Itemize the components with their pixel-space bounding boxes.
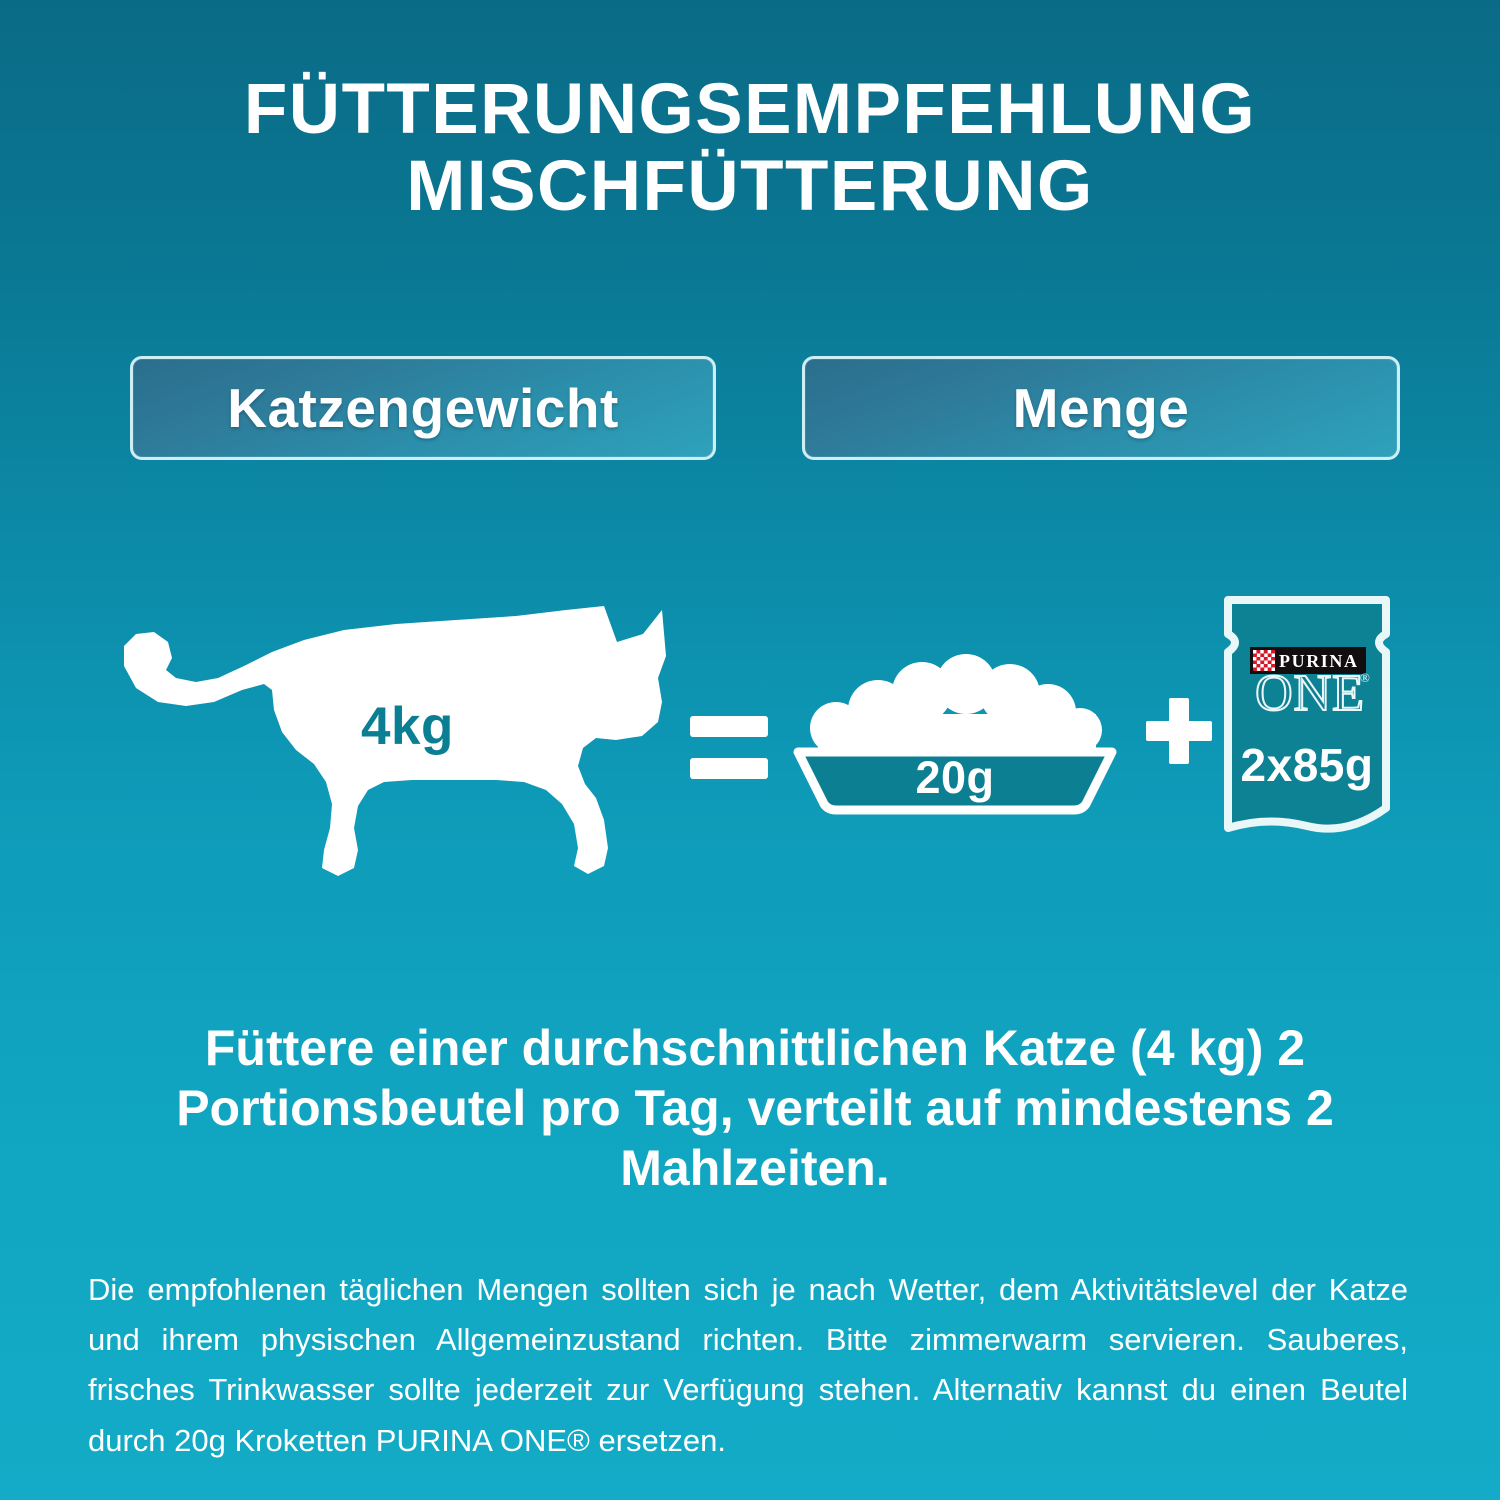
one-wordmark: ONE (1254, 665, 1365, 722)
equals-bar-top (690, 716, 768, 737)
plus-icon (1146, 698, 1212, 764)
equals-icon (690, 716, 768, 779)
column-header-cat-weight-label: Katzengewicht (227, 377, 619, 439)
cat-silhouette-group: 4kg (96, 598, 706, 888)
column-header-row: Katzengewicht Menge (0, 356, 1500, 464)
food-bowl-group: 20g (790, 654, 1120, 816)
dry-food-amount-label: 20g (915, 752, 995, 803)
purina-wordmark: PURINA (1279, 650, 1359, 671)
plus-bar-vertical (1169, 698, 1189, 764)
footnote-part-1: Die empfohlenen täglichen Mengen sollten… (88, 1272, 1408, 1408)
bowl-icon (793, 747, 1117, 815)
equals-bar-bottom (690, 758, 768, 779)
wet-food-pouch-group: PURINA ONE ® 2x85g (1212, 590, 1402, 852)
cat-weight-label: 4kg (361, 697, 454, 756)
column-header-cat-weight[interactable]: Katzengewicht (130, 356, 716, 460)
column-header-amount[interactable]: Menge (802, 356, 1400, 460)
column-header-amount-label: Menge (1012, 377, 1190, 439)
purina-checkerboard-icon (1253, 650, 1275, 671)
cat-icon (124, 606, 666, 876)
purina-brand-logo: PURINA (1250, 647, 1366, 674)
feeding-instruction-text: Füttere einer durchschnittlichen Katze (… (176, 1020, 1334, 1196)
footnote-text: Die empfohlenen täglichen Mengen sollten… (88, 1265, 1408, 1466)
feeding-equation-row: 4kg 2 (0, 580, 1500, 900)
pouch-amount-label: 2x85g (1240, 739, 1374, 791)
kibble-mound-icon (810, 654, 1102, 750)
registered-trademark-icon: ® (1360, 670, 1370, 685)
footnote-part-2: Alternativ kannst du einen Beutel durch … (88, 1372, 1408, 1458)
page-title: FÜTTERUNGSEMPFEHLUNG MISCHFÜTTERUNG (243, 70, 1257, 226)
